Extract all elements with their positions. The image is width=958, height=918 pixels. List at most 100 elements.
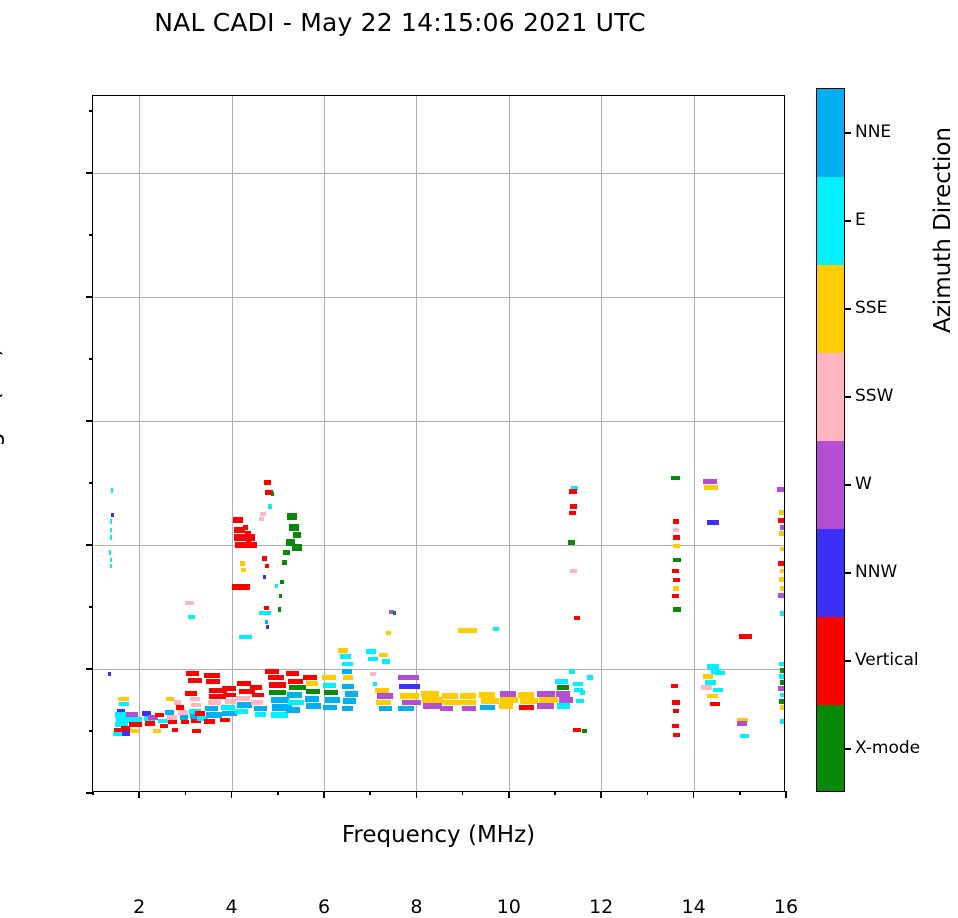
echo-mark <box>520 698 538 704</box>
x-tick-minor <box>277 791 279 795</box>
echo-mark <box>324 689 338 696</box>
echo-mark <box>286 539 296 546</box>
echo-mark <box>287 678 303 685</box>
gridline-vertical <box>693 96 695 791</box>
colorbar-tick <box>845 132 851 134</box>
echo-mark <box>344 690 358 697</box>
echo-mark <box>492 627 500 632</box>
echo-mark <box>713 687 724 693</box>
echo-mark <box>398 683 420 689</box>
echo-mark <box>700 685 712 690</box>
x-tick-minor <box>369 791 371 795</box>
echo-mark <box>778 577 784 583</box>
colorbar-segment-ssw <box>817 353 844 441</box>
echo-mark <box>304 695 320 702</box>
echo-mark <box>778 531 784 537</box>
echo-mark <box>148 715 158 720</box>
echo-mark <box>275 583 279 589</box>
y-tick-minor <box>89 358 93 360</box>
echo-mark <box>672 568 679 574</box>
echo-mark <box>118 696 129 701</box>
echo-mark <box>116 717 133 723</box>
echo-mark <box>264 490 274 496</box>
echo-mark <box>190 718 202 724</box>
colorbar-segment-vertical <box>817 617 844 705</box>
gridlines <box>93 96 784 791</box>
echo-mark <box>165 696 175 701</box>
echo-mark <box>421 690 440 697</box>
x-tick-minor <box>554 791 556 795</box>
x-tick <box>692 791 695 798</box>
echo-mark <box>587 675 593 680</box>
plot-area: 02004006008001000246810121416 <box>86 95 798 918</box>
echo-mark <box>702 674 713 679</box>
echo-mark <box>110 563 113 569</box>
echo-mark <box>233 534 255 541</box>
echo-mark <box>779 610 784 616</box>
echo-mark <box>458 699 477 706</box>
gridline-horizontal <box>93 420 784 422</box>
echo-mark <box>303 675 318 681</box>
echo-mark <box>421 697 443 703</box>
echo-mark <box>254 712 267 718</box>
echo-mark <box>705 680 717 685</box>
echo-mark <box>568 489 578 494</box>
echo-mark <box>738 634 752 640</box>
echo-mark <box>203 672 221 678</box>
echo-mark <box>378 705 393 712</box>
echo-mark <box>555 690 570 697</box>
colorbar-segment-sse <box>817 265 844 353</box>
echo-mark <box>569 504 578 509</box>
echo-mark <box>266 624 270 629</box>
echo-mark <box>703 485 718 491</box>
echo-mark <box>289 524 299 531</box>
echo-mark <box>321 675 336 681</box>
ionogram-figure: NAL CADI - May 22 14:15:06 2021 UTC 0200… <box>0 8 956 918</box>
echo-mark <box>206 678 221 684</box>
echo-mark <box>340 654 352 660</box>
echo-mark <box>574 687 583 693</box>
x-tick-minor <box>646 791 649 795</box>
echo-mark <box>478 692 495 698</box>
echo-mark <box>238 688 255 695</box>
echo-mark <box>239 561 246 566</box>
echo-mark <box>393 610 397 616</box>
echo-mark <box>164 710 174 715</box>
echo-mark <box>580 690 586 695</box>
y-tick-minor <box>89 110 93 112</box>
echo-mark <box>702 479 717 485</box>
echo-mark <box>264 563 270 569</box>
echo-mark <box>737 721 748 726</box>
echo-mark <box>231 584 251 590</box>
x-tick <box>785 791 787 798</box>
echo-mark <box>443 699 461 706</box>
echo-mark <box>342 661 353 667</box>
echo-mark <box>157 718 168 724</box>
colorbar-label-x-mode: X-mode <box>855 738 921 758</box>
echo-mark <box>323 704 337 711</box>
echo-mark <box>537 703 554 709</box>
echo-mark <box>141 711 151 716</box>
echo-mark <box>518 704 534 711</box>
echo-mark <box>144 721 155 726</box>
echo-mark <box>558 697 574 703</box>
x-tick-label: 8 <box>410 896 423 918</box>
echo-mark <box>235 541 258 549</box>
echo-mark <box>267 674 284 681</box>
echo-mark <box>305 703 322 709</box>
echo-mark <box>253 706 267 712</box>
echo-mark <box>260 511 266 517</box>
echo-mark <box>375 699 391 706</box>
x-tick <box>230 791 233 798</box>
echo-mark <box>207 699 222 705</box>
echo-mark <box>194 711 205 717</box>
colorbar-label-sse: SSE <box>855 298 888 318</box>
echo-mark <box>277 607 282 612</box>
gridline-horizontal <box>93 544 784 546</box>
echo-mark <box>121 731 130 736</box>
echo-mark <box>209 693 226 699</box>
echo-mark <box>268 682 287 688</box>
echo-mark <box>176 705 185 710</box>
gridline-horizontal <box>93 172 784 174</box>
echo-mark <box>555 678 568 684</box>
